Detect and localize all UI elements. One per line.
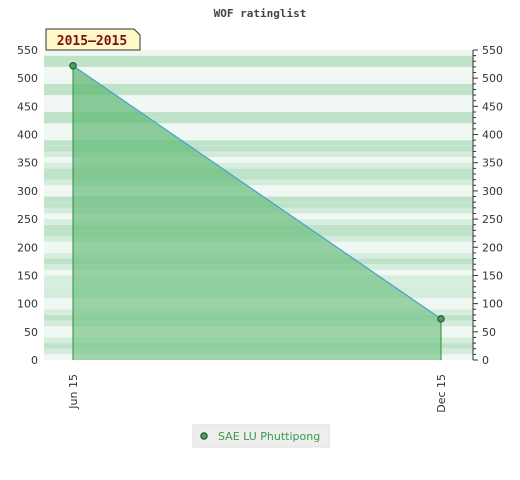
y-tick-label: 400 (17, 129, 38, 142)
y-tick-label: 350 (17, 157, 38, 170)
grid-band (44, 134, 473, 141)
y-tick-label-right: 50 (482, 326, 496, 339)
y-tick-label-right: 0 (482, 354, 489, 367)
y-tick-label-right: 200 (482, 241, 503, 254)
y-tick-label: 250 (17, 213, 38, 226)
y-tick-label-right: 450 (482, 100, 503, 113)
grid-band (44, 61, 473, 67)
series-area (73, 65, 441, 361)
grid-band (44, 140, 473, 146)
x-tick-label: Jun 15 (67, 374, 80, 410)
grid-band (44, 55, 473, 62)
grid-band (44, 78, 473, 84)
grid-band (44, 151, 473, 158)
y-tick-label: 0 (31, 354, 38, 367)
period-badge-box (45, 28, 141, 51)
legend-series-label: SAE LU Phuttipong (218, 430, 320, 443)
y-tick-label: 200 (17, 241, 38, 254)
y-tick-label-right: 400 (482, 129, 503, 142)
grid-band (44, 117, 473, 124)
series-line (72, 65, 442, 320)
legend-box (192, 424, 330, 448)
y-tick-label: 150 (17, 269, 38, 282)
x-axis: Jun 15 Dec 15 (67, 374, 448, 413)
y-tick-label-right: 250 (482, 213, 503, 226)
grid-band (44, 185, 473, 191)
legend: SAE LU Phuttipong (192, 424, 330, 448)
y-tick-label: 100 (17, 298, 38, 311)
y-tick-label: 300 (17, 185, 38, 198)
y-tick-label-right: 150 (482, 269, 503, 282)
grid-band (44, 128, 473, 135)
y-tick-label-right: 350 (482, 157, 503, 170)
grid-band (44, 157, 473, 163)
grid-band (44, 50, 473, 56)
grid-band (44, 168, 473, 174)
y-tick-label: 550 (17, 44, 38, 57)
legend-marker (200, 432, 208, 440)
grid-band (44, 66, 473, 73)
grid-band (44, 174, 473, 180)
grid-band (44, 145, 473, 152)
y-tick-label: 500 (17, 72, 38, 85)
grid-band (44, 100, 473, 107)
y-axis-right: 0 50 100 150 200 250 300 350 400 450 500 550 (472, 44, 503, 367)
plot-area (69, 62, 445, 361)
grid-band (44, 112, 473, 118)
grid-band (44, 179, 473, 186)
y-tick-label-right: 300 (482, 185, 503, 198)
y-tick-label: 450 (17, 100, 38, 113)
chart-title: WOF ratinglist (214, 7, 307, 20)
y-tick-label-right: 100 (482, 298, 503, 311)
data-point (437, 315, 445, 323)
y-tick-label: 50 (24, 326, 38, 339)
grid-band (44, 123, 473, 129)
grid-band (44, 106, 473, 112)
grid-band (44, 72, 473, 79)
grid-band (44, 89, 473, 96)
period-badge: 2015–2015 (45, 28, 141, 51)
grid-band (44, 162, 473, 169)
period-badge-label: 2015–2015 (57, 34, 127, 49)
grid-band (44, 95, 473, 101)
y-tick-label-right: 500 (482, 72, 503, 85)
x-tick-label: Dec 15 (435, 374, 448, 413)
y-axis-left: 0 50 100 150 200 250 300 350 400 450 500 550 (17, 44, 38, 367)
grid-band (44, 83, 473, 90)
data-point (69, 62, 77, 70)
y-tick-label-right: 550 (482, 44, 503, 57)
